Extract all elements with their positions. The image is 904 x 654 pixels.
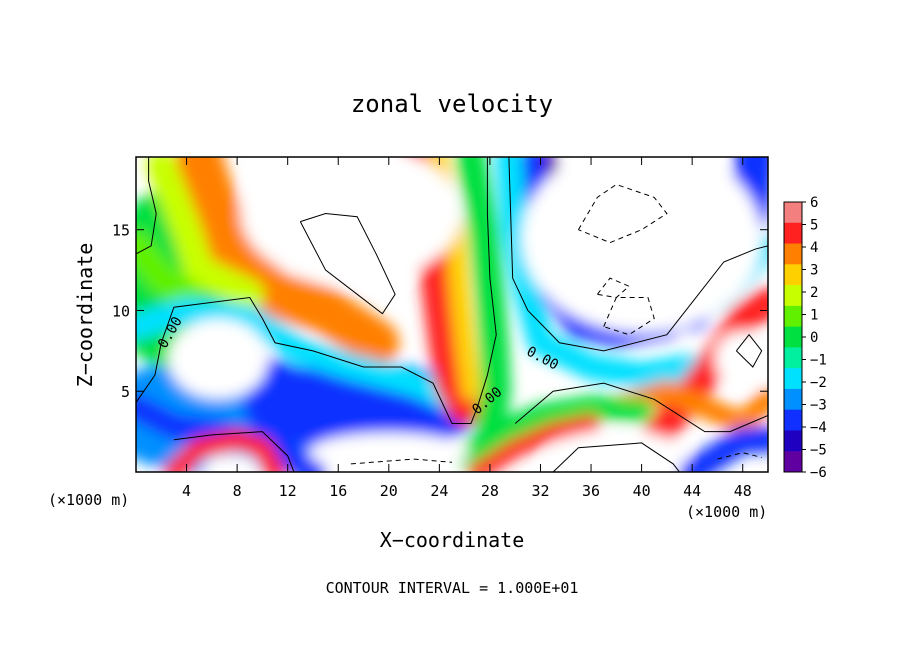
x-tick-label: 36 <box>582 482 600 500</box>
field-band-bottom-right-blue <box>679 426 768 472</box>
chart-title: zonal velocity <box>351 90 553 118</box>
contour-bottom-right <box>552 442 680 472</box>
contour-dashed-bottom-right <box>717 452 762 460</box>
colorbar-label: 1 <box>810 308 818 324</box>
colorbar-swatch <box>784 388 802 411</box>
colorbar-label: −5 <box>810 443 827 459</box>
x-tick-label: 48 <box>734 482 752 500</box>
colorbar-label: −3 <box>810 398 827 414</box>
colorbar-swatch <box>784 285 802 307</box>
colorbar-label: 0 <box>810 330 818 346</box>
colorbar-swatch <box>784 451 802 473</box>
contour-interval-note: CONTOUR INTERVAL = 1.000E+01 <box>326 579 579 597</box>
colorbar-label: 4 <box>810 240 818 256</box>
contour-zero-left <box>136 157 157 255</box>
contour-dashed-bottom-mid <box>350 458 453 465</box>
x-axis: 4 8 12 16 20 24 28 32 36 40 44 48 <box>182 157 752 500</box>
colorbar-label: 2 <box>810 285 818 301</box>
plot-area <box>136 157 768 472</box>
field-band-jet-cyan <box>495 157 706 389</box>
colorbar-label: 6 <box>810 195 818 211</box>
field-white-right-low <box>714 330 768 387</box>
colorbar-swatch <box>784 243 802 265</box>
plot-frame <box>135 156 769 473</box>
x-tick-label: 4 <box>182 482 191 500</box>
y-tick-label: 10 <box>112 302 130 320</box>
contour-lines <box>136 157 768 472</box>
colorbar-swatch <box>784 430 802 452</box>
contour-dashed-low-right <box>603 297 655 336</box>
x-axis-label: X−coordinate <box>380 528 525 552</box>
contour-zero-lower <box>514 382 768 433</box>
x-unit-left: (×1000 m) <box>48 491 129 509</box>
colorbar-swatch <box>784 202 802 224</box>
velocity-field <box>136 157 768 472</box>
colorbar-swatch <box>784 264 802 286</box>
field-band-right-red <box>626 287 768 471</box>
field-band-left-yellow <box>146 157 265 310</box>
x-tick-label: 40 <box>633 482 651 500</box>
colorbar-swatch <box>784 409 802 431</box>
x-tick-label: 32 <box>531 482 549 500</box>
contour-zero-loop-left <box>136 157 497 425</box>
colorbar-label: −1 <box>810 353 827 369</box>
contour-dashed-mid-right <box>596 277 630 299</box>
x-tick-label: 8 <box>233 482 242 500</box>
y-axis-label: Z−coordinate <box>73 243 97 388</box>
field-white-bottom-mid <box>308 432 469 472</box>
colorbar: 6 5 4 3 2 1 0 −1 −2 −3 −4 −5 −6 <box>783 195 827 481</box>
field-band-halo-cyan <box>136 297 465 413</box>
colorbar-label: −6 <box>810 465 827 481</box>
colorbar-label: 5 <box>810 218 818 234</box>
field-band-bottom-red <box>468 414 601 472</box>
colorbar-swatch <box>784 368 802 390</box>
contour-upper-left-closed <box>299 213 396 315</box>
colorbar-label: −2 <box>810 375 827 391</box>
field-band-bottom-left-red <box>163 429 286 472</box>
colorbar-swatch <box>784 347 802 369</box>
x-tick-label: 24 <box>430 482 448 500</box>
field-band-right-orange <box>605 380 768 435</box>
field-band-bottom-green <box>452 395 654 468</box>
field-band-jet-green <box>455 157 512 439</box>
colorbar-swatch <box>784 222 802 245</box>
x-tick-label: 16 <box>329 482 347 500</box>
contour-zero-bottom-left <box>173 431 295 472</box>
x-tick-label: 28 <box>481 482 499 500</box>
x-unit-right: (×1000 m) <box>686 503 767 521</box>
y-tick-label: 5 <box>121 383 130 401</box>
field-white-bottom-left <box>202 454 259 472</box>
y-tick-label: 15 <box>112 222 130 240</box>
contour-right-small <box>736 333 763 368</box>
colorbar-swatch <box>784 326 802 348</box>
x-tick-label: 12 <box>279 482 297 500</box>
x-tick-label: 44 <box>683 482 701 500</box>
contour-zero-right <box>508 157 768 352</box>
field-band-left-plume <box>176 157 400 366</box>
x-tick-label: 20 <box>380 482 398 500</box>
field-white-upper-left <box>240 157 461 284</box>
field-white-left-lobe <box>168 318 269 399</box>
colorbar-swatch <box>784 305 802 328</box>
contour-dashed-upper-right <box>577 183 668 244</box>
field-white-upper-right <box>521 157 762 333</box>
field-white-bottom-right <box>546 429 687 472</box>
y-axis: 5 10 15 <box>112 222 768 401</box>
colorbar-label: −4 <box>810 420 827 436</box>
colorbar-label: 3 <box>810 263 818 279</box>
field-band-left-green2 <box>136 230 202 310</box>
